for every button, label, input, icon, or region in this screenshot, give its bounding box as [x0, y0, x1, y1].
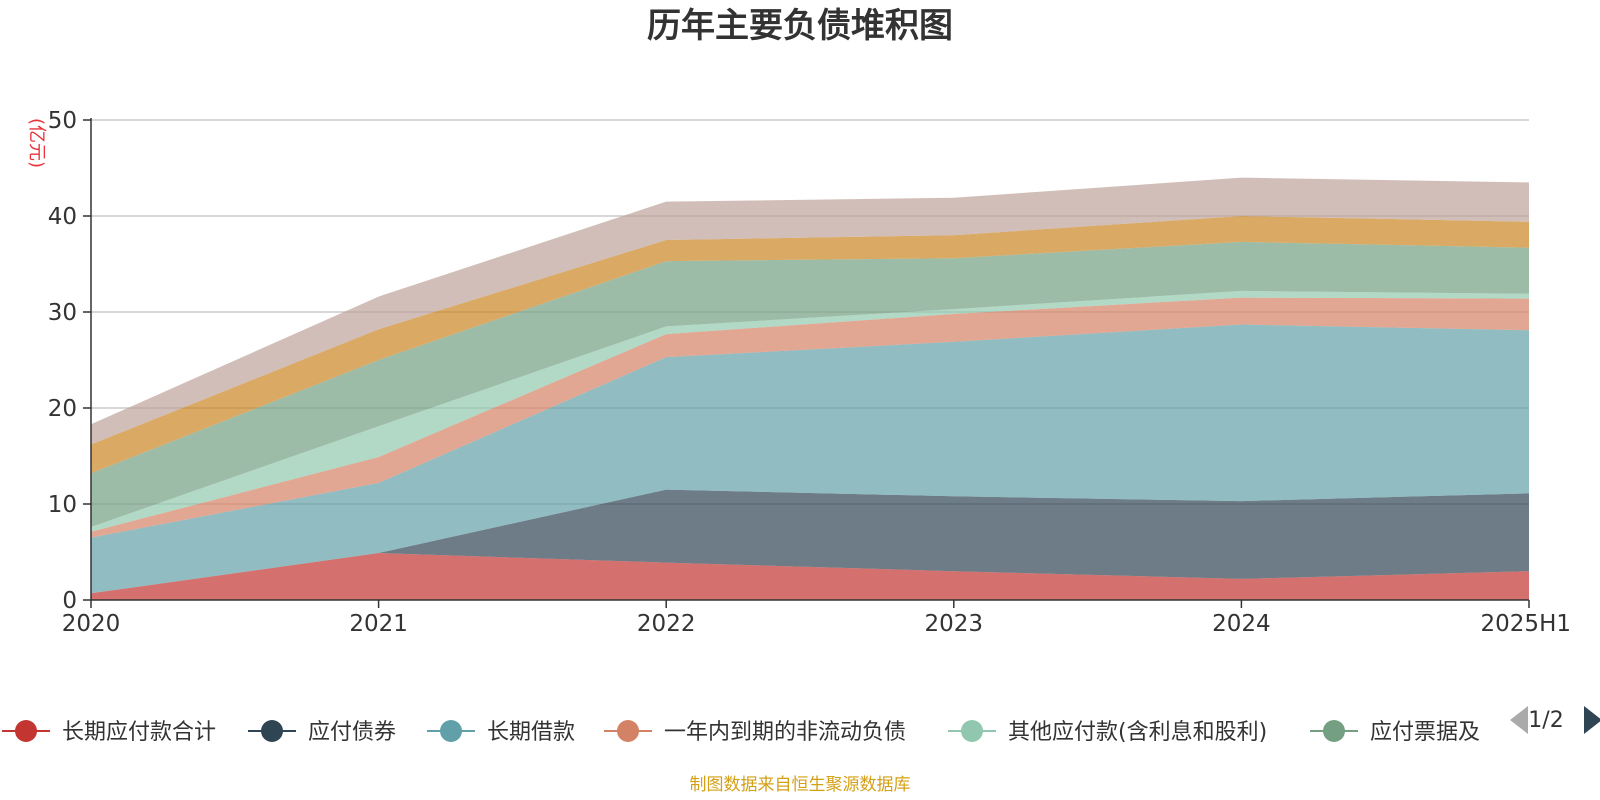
area-series-1 [91, 553, 1529, 600]
chart-title: 历年主要负债堆积图 [647, 6, 953, 46]
legend-circle-marker [15, 720, 37, 742]
legend-item[interactable]: 应付债券 [248, 720, 396, 745]
area-series-group [91, 177, 1529, 600]
area-series-8 [91, 177, 1529, 445]
legend-next-page-icon[interactable] [1584, 706, 1600, 734]
legend: 长期应付款合计 应付债券 长期借款 一年内到期的非流动负债 其他应付款(含利息和股利) 应… [2, 720, 1480, 745]
legend-label: 应付票据及 [1370, 720, 1480, 745]
legend-pager: 1/2 [1510, 706, 1600, 734]
legend-circle-marker [1323, 720, 1345, 742]
legend-label: 一年内到期的非流动负债 [664, 720, 906, 745]
y-tick-label: 10 [48, 492, 77, 518]
legend-label: 应付债券 [308, 720, 396, 745]
axes: 0 10 20 30 40 50 2020 2021 2022 2023 2024 2025H1 [48, 108, 1571, 637]
legend-item[interactable]: 应付票据及 [1310, 720, 1480, 745]
legend-item[interactable]: 长期借款 [427, 720, 575, 745]
x-tick-label: 2021 [349, 611, 408, 637]
x-tick-label: 2024 [1212, 611, 1271, 637]
area-series-4 [91, 297, 1529, 538]
y-tick-label: 50 [48, 108, 77, 134]
legend-label: 其他应付款(含利息和股利) [1008, 720, 1267, 745]
x-tick-label: 2025H1 [1481, 611, 1571, 637]
area-series-2 [91, 489, 1529, 594]
area-series-6 [91, 241, 1529, 527]
area-series-3 [91, 324, 1529, 594]
legend-circle-marker [961, 720, 983, 742]
y-axis-unit-label: (亿元) [26, 118, 47, 168]
legend-circle-marker [440, 720, 462, 742]
y-tick-label: 0 [62, 588, 77, 614]
y-tick-label: 30 [48, 300, 77, 326]
area-series-7 [91, 216, 1529, 474]
y-tick-label: 20 [48, 396, 77, 422]
legend-item[interactable]: 一年内到期的非流动负债 [604, 720, 906, 745]
legend-prev-page-icon[interactable] [1510, 706, 1528, 734]
x-tick-label: 2022 [637, 611, 696, 637]
legend-label: 长期应付款合计 [62, 720, 216, 745]
data-source-note: 制图数据来自恒生聚源数据库 [690, 775, 911, 795]
legend-label: 长期借款 [487, 720, 575, 745]
legend-item[interactable]: 长期应付款合计 [2, 720, 216, 745]
x-tick-label: 2020 [62, 611, 121, 637]
x-tick-label: 2023 [925, 611, 984, 637]
y-tick-label: 40 [48, 204, 77, 230]
legend-item[interactable]: 其他应付款(含利息和股利) [948, 720, 1267, 745]
legend-circle-marker [261, 720, 283, 742]
legend-page-indicator: 1/2 [1528, 708, 1563, 733]
legend-circle-marker [617, 720, 639, 742]
